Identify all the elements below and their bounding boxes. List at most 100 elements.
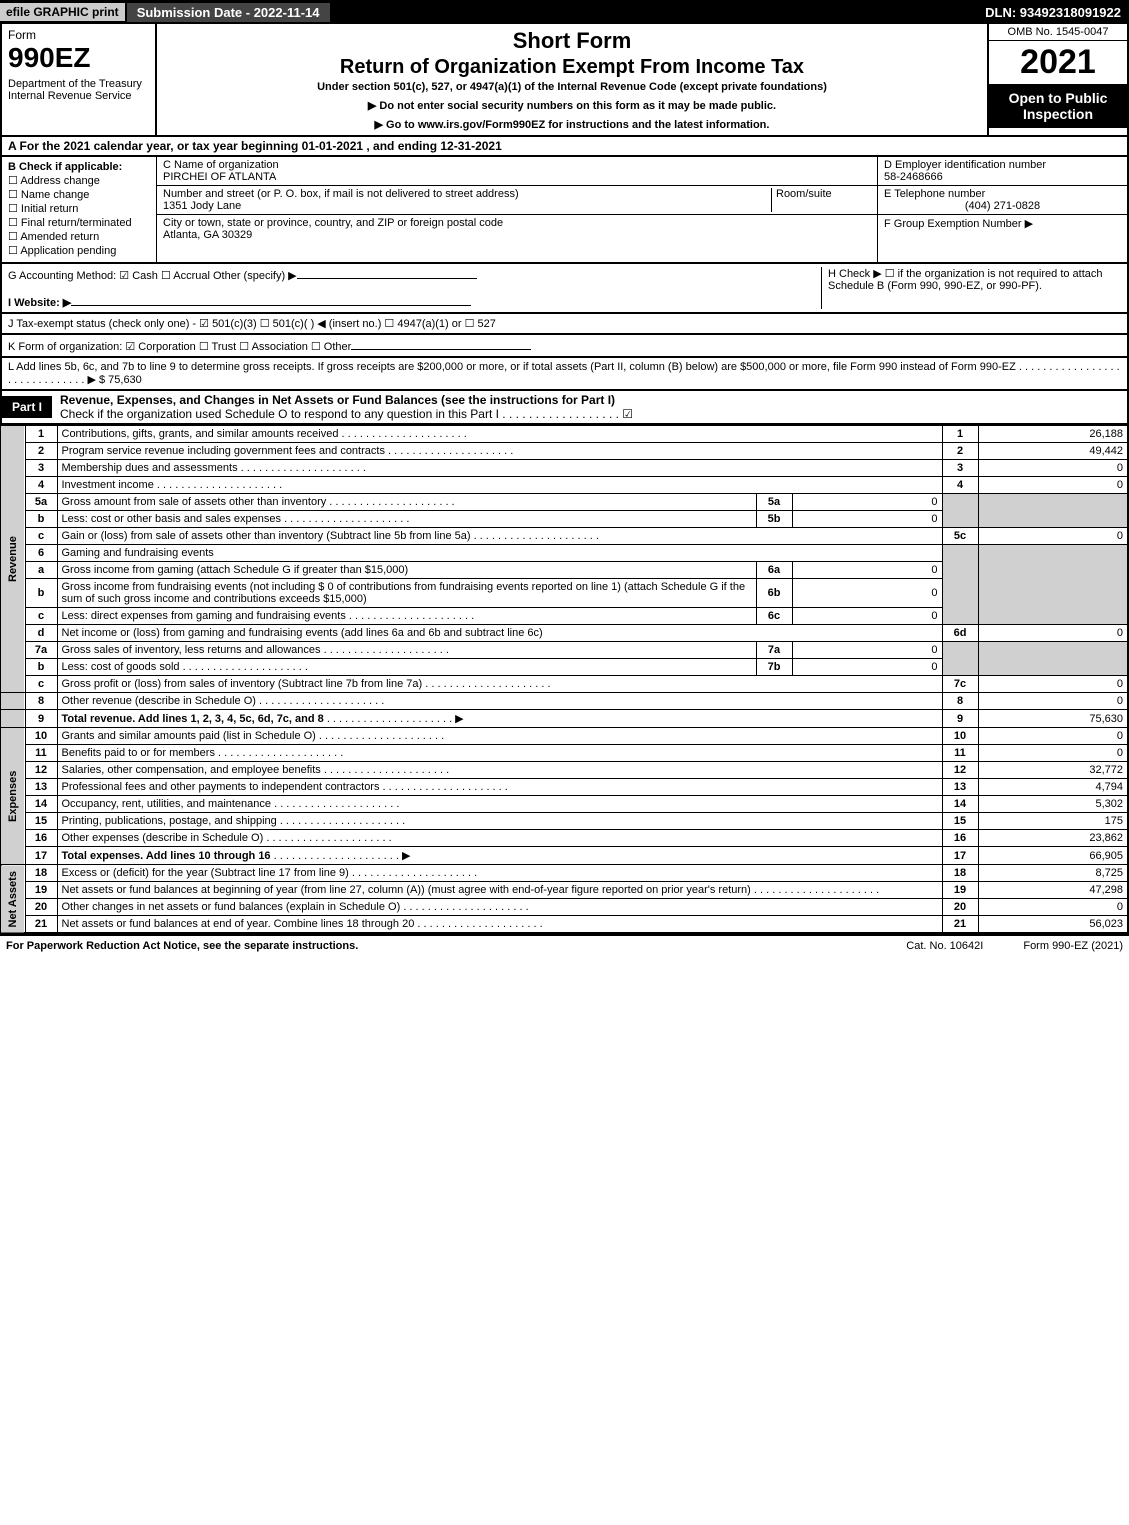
l5ab-greyamt bbox=[978, 494, 1128, 528]
l15-num: 15 bbox=[25, 813, 57, 830]
l17-col: 17 bbox=[942, 847, 978, 865]
part1-header: Part I Revenue, Expenses, and Changes in… bbox=[0, 391, 1129, 425]
l9-num: 9 bbox=[25, 710, 57, 728]
l13-desc: Professional fees and other payments to … bbox=[57, 779, 942, 796]
check-address-change[interactable]: ☐ Address change bbox=[8, 174, 150, 187]
form-header: Form 990EZ Department of the Treasury In… bbox=[0, 24, 1129, 137]
top-bar: efile GRAPHIC print Submission Date - 20… bbox=[0, 0, 1129, 24]
l2-desc: Program service revenue including govern… bbox=[57, 443, 942, 460]
col-b-label: B Check if applicable: bbox=[8, 161, 150, 173]
l12-num: 12 bbox=[25, 762, 57, 779]
check-final-return-label: Final return/terminated bbox=[21, 217, 132, 229]
l6d-num: d bbox=[25, 625, 57, 642]
phone-label: E Telephone number bbox=[884, 188, 985, 200]
l5a-sublbl: 5a bbox=[756, 494, 792, 511]
check-name-change[interactable]: ☐ Name change bbox=[8, 188, 150, 201]
check-amended-return[interactable]: ☐ Amended return bbox=[8, 230, 150, 243]
l6abc-greycol bbox=[942, 545, 978, 625]
l11-desc: Benefits paid to or for members bbox=[57, 745, 942, 762]
l19-desc: Net assets or fund balances at beginning… bbox=[57, 882, 942, 899]
street-value: 1351 Jody Lane bbox=[163, 200, 241, 212]
omb-number: OMB No. 1545-0047 bbox=[989, 24, 1127, 41]
check-application-pending[interactable]: ☐ Application pending bbox=[8, 244, 150, 257]
l11-amt: 0 bbox=[978, 745, 1128, 762]
l19-num: 19 bbox=[25, 882, 57, 899]
l6c-sublbl: 6c bbox=[756, 608, 792, 625]
row-j: J Tax-exempt status (check only one) - ☑… bbox=[0, 314, 1129, 335]
col-c: C Name of organization PIRCHEI OF ATLANT… bbox=[157, 157, 877, 262]
l14-desc: Occupancy, rent, utilities, and maintena… bbox=[57, 796, 942, 813]
l18-col: 18 bbox=[942, 865, 978, 882]
l15-amt: 175 bbox=[978, 813, 1128, 830]
l5a-subval: 0 bbox=[792, 494, 942, 511]
l4-amt: 0 bbox=[978, 477, 1128, 494]
l7c-num: c bbox=[25, 676, 57, 693]
open-inspection: Open to Public Inspection bbox=[989, 84, 1127, 128]
check-initial-return-label: Initial return bbox=[21, 203, 78, 215]
room-label: Room/suite bbox=[776, 188, 832, 200]
efile-print-button[interactable]: efile GRAPHIC print bbox=[0, 3, 125, 21]
footer-form: Form 990-EZ (2021) bbox=[1023, 940, 1123, 952]
l14-num: 14 bbox=[25, 796, 57, 813]
form-number: 990EZ bbox=[8, 42, 149, 74]
l6a-num: a bbox=[25, 562, 57, 579]
lines-table: Revenue 1 Contributions, gifts, grants, … bbox=[0, 425, 1129, 934]
footer-left: For Paperwork Reduction Act Notice, see … bbox=[6, 940, 358, 952]
check-name-change-label: Name change bbox=[21, 189, 90, 201]
l7c-amt: 0 bbox=[978, 676, 1128, 693]
l20-col: 20 bbox=[942, 899, 978, 916]
l1-col: 1 bbox=[942, 426, 978, 443]
row-k: K Form of organization: ☑ Corporation ☐ … bbox=[0, 335, 1129, 358]
l4-col: 4 bbox=[942, 477, 978, 494]
row-g-h: G Accounting Method: ☑ Cash ☐ Accrual Ot… bbox=[0, 264, 1129, 314]
form-title: Return of Organization Exempt From Incom… bbox=[161, 56, 983, 79]
l6c-num: c bbox=[25, 608, 57, 625]
l21-col: 21 bbox=[942, 916, 978, 934]
l6c-desc: Less: direct expenses from gaming and fu… bbox=[57, 608, 756, 625]
l16-num: 16 bbox=[25, 830, 57, 847]
l6c-subval: 0 bbox=[792, 608, 942, 625]
check-application-pending-label: Application pending bbox=[20, 245, 116, 257]
form-of-org: K Form of organization: ☑ Corporation ☐ … bbox=[8, 341, 351, 353]
l9-desc: Total revenue. Add lines 1, 2, 3, 4, 5c,… bbox=[57, 710, 942, 728]
l12-amt: 32,772 bbox=[978, 762, 1128, 779]
l6abc-greyamt bbox=[978, 545, 1128, 625]
l9-col: 9 bbox=[942, 710, 978, 728]
part1-title-text: Revenue, Expenses, and Changes in Net As… bbox=[60, 393, 615, 407]
l8-desc: Other revenue (describe in Schedule O) bbox=[57, 693, 942, 710]
l3-col: 3 bbox=[942, 460, 978, 477]
dln: DLN: 93492318091922 bbox=[977, 3, 1129, 22]
l7ab-greycol bbox=[942, 642, 978, 676]
l5c-col: 5c bbox=[942, 528, 978, 545]
l3-amt: 0 bbox=[978, 460, 1128, 477]
netassets-label: Net Assets bbox=[1, 865, 25, 934]
l17-desc: Total expenses. Add lines 10 through 16 … bbox=[57, 847, 942, 865]
check-initial-return[interactable]: ☐ Initial return bbox=[8, 202, 150, 215]
part1-sub: Check if the organization used Schedule … bbox=[60, 407, 633, 421]
l18-amt: 8,725 bbox=[978, 865, 1128, 882]
ein-value: 58-2468666 bbox=[884, 171, 943, 183]
street-row: Number and street (or P. O. box, if mail… bbox=[157, 186, 877, 215]
l20-amt: 0 bbox=[978, 899, 1128, 916]
schedule-b-check: H Check ▶ ☐ if the organization is not r… bbox=[828, 268, 1103, 292]
ein-row: D Employer identification number 58-2468… bbox=[878, 157, 1127, 186]
l2-num: 2 bbox=[25, 443, 57, 460]
l6b-desc: Gross income from fundraising events (no… bbox=[57, 579, 756, 608]
l6d-col: 6d bbox=[942, 625, 978, 642]
phone-row: E Telephone number (404) 271-0828 bbox=[878, 186, 1127, 215]
city-value: Atlanta, GA 30329 bbox=[163, 229, 252, 241]
tax-exempt-status: J Tax-exempt status (check only one) - ☑… bbox=[8, 318, 496, 330]
l3-desc: Membership dues and assessments bbox=[57, 460, 942, 477]
l6b-sublbl: 6b bbox=[756, 579, 792, 608]
form-subtitle: Under section 501(c), 527, or 4947(a)(1)… bbox=[161, 81, 983, 93]
l6a-desc: Gross income from gaming (attach Schedul… bbox=[57, 562, 756, 579]
l19-amt: 47,298 bbox=[978, 882, 1128, 899]
group-exemption-row: F Group Exemption Number ▶ bbox=[878, 215, 1127, 232]
l10-amt: 0 bbox=[978, 728, 1128, 745]
l8-col: 8 bbox=[942, 693, 978, 710]
header-left: Form 990EZ Department of the Treasury In… bbox=[2, 24, 157, 135]
l2-col: 2 bbox=[942, 443, 978, 460]
l7a-subval: 0 bbox=[792, 642, 942, 659]
l17-amt: 66,905 bbox=[978, 847, 1128, 865]
check-final-return[interactable]: ☐ Final return/terminated bbox=[8, 216, 150, 229]
